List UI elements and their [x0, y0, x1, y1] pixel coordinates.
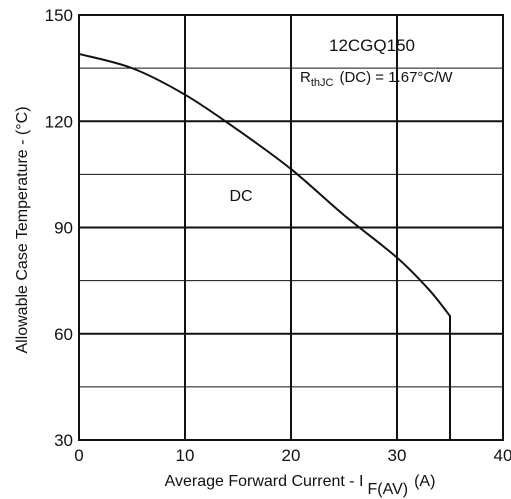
plot-frame — [78, 14, 504, 441]
x-axis-label-unit: (A) — [414, 473, 435, 490]
x-tick-label-0: 0 — [74, 446, 83, 465]
subtitle-suffix: (DC) = 1.67°C/W — [339, 69, 453, 86]
x-axis-label: Average Forward Current - I F(AV) (A) — [165, 473, 436, 498]
x-axis-label-main: Average Forward Current - I — [165, 473, 364, 490]
series-layer — [78, 52, 451, 440]
series-label-dc: DC — [229, 188, 252, 205]
y-tick-label-120: 120 — [45, 112, 73, 131]
x-tick-label-30: 30 — [388, 446, 407, 465]
subtitle-prefix: R — [300, 69, 311, 86]
chart-title: 12CGQ150 — [329, 36, 415, 55]
grid — [79, 15, 503, 440]
tick-labels: 0 10 20 30 40 30 60 90 120 150 — [45, 6, 511, 465]
series-line-0 — [78, 52, 451, 440]
x-axis-label-subscript: F(AV) — [367, 481, 408, 498]
x-tick-label-40: 40 — [494, 446, 511, 465]
y-axis-label: Allowable Case Temperature - (°C) — [14, 106, 31, 353]
chart-subtitle: RthJC (DC) = 1.67°C/W — [300, 69, 453, 89]
y-tick-label-30: 30 — [54, 431, 73, 450]
y-tick-label-90: 90 — [54, 219, 73, 238]
y-tick-label-60: 60 — [54, 325, 73, 344]
x-tick-label-10: 10 — [176, 446, 195, 465]
x-tick-label-20: 20 — [282, 446, 301, 465]
subtitle-subscript: thJC — [311, 77, 334, 89]
y-tick-label-150: 150 — [45, 6, 73, 25]
